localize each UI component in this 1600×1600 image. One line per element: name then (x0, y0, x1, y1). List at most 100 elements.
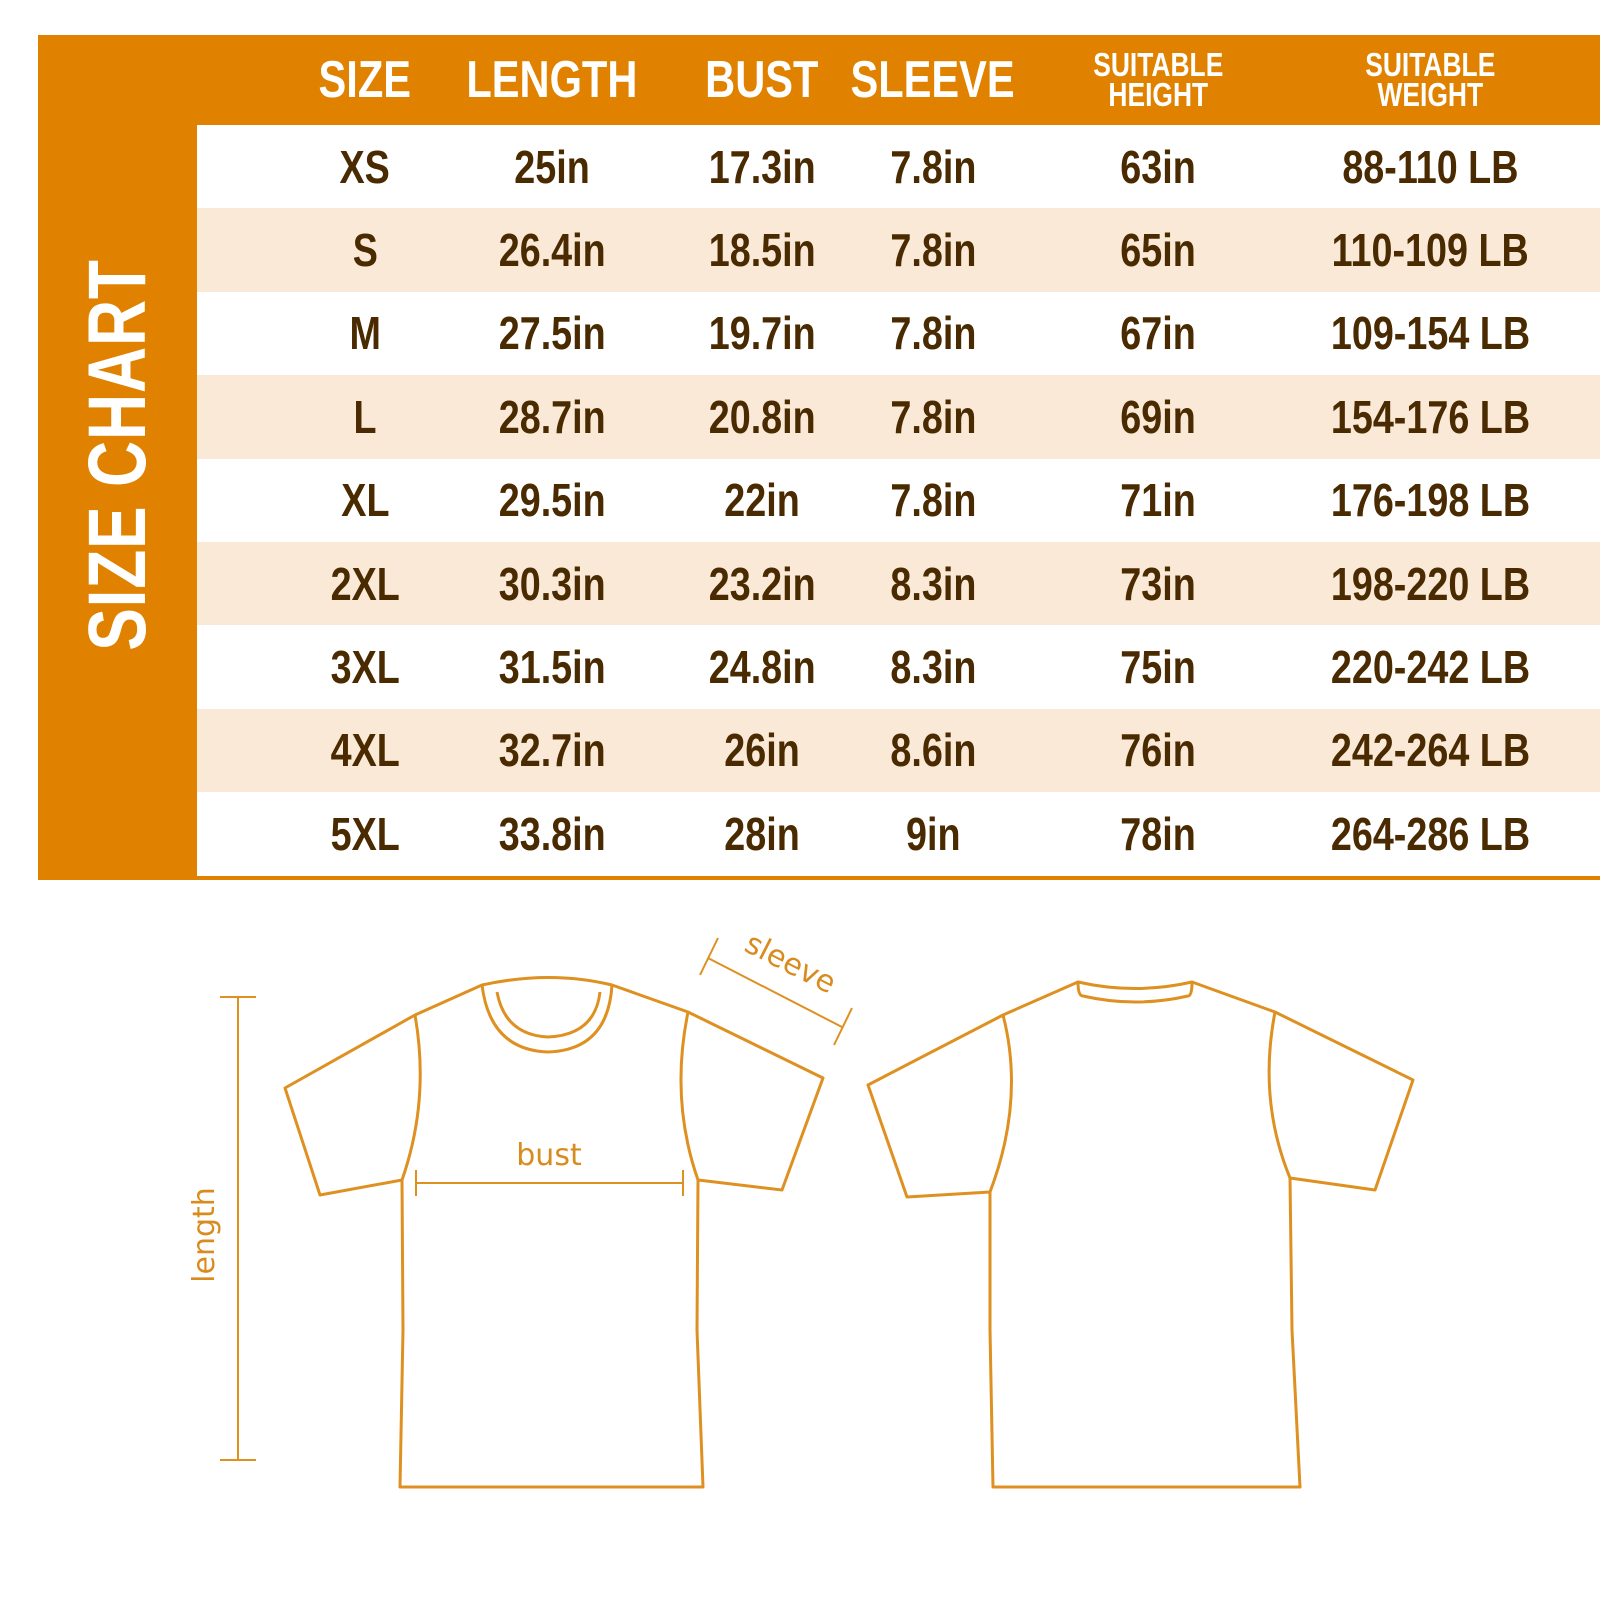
cell-value: 8.3in (890, 557, 976, 610)
cell-height: 69in (1028, 375, 1288, 458)
cell-size: 3XL (280, 625, 450, 708)
cell-value: 220-242 LB (1330, 641, 1530, 694)
cell-weight: 154-176 LB (1280, 375, 1580, 458)
cell-sleeve: 7.8in (848, 125, 1018, 208)
cell-size: 5XL (280, 792, 450, 875)
cell-value: 63in (1120, 140, 1196, 193)
cell-value: 198-220 LB (1330, 557, 1530, 610)
table-row: 4XL 32.7in 26in 8.6in 76in 242-264 LB (197, 708, 1600, 793)
column-header-length: LENGTH (452, 35, 652, 125)
cell-value: 88-110 LB (1341, 140, 1519, 193)
cell-value: 109-154 LB (1330, 307, 1530, 360)
cell-length: 27.5in (452, 292, 652, 375)
cell-weight: 176-198 LB (1280, 459, 1580, 542)
cell-value: 30.3in (498, 557, 606, 610)
table-row: S 26.4in 18.5in 7.8in 65in 110-109 LB (197, 208, 1600, 292)
cell-value: 5XL (330, 807, 400, 860)
cell-bust: 22in (662, 459, 862, 542)
cell-value: 65in (1120, 224, 1196, 277)
measure-lines (220, 937, 853, 1461)
cell-height: 76in (1028, 709, 1288, 792)
cell-value: 22in (724, 474, 800, 527)
header-line: WEIGHT (1377, 76, 1483, 113)
cell-bust: 24.8in (662, 625, 862, 708)
header-line: SLEEVE (850, 51, 1016, 109)
table-row: L 28.7in 20.8in 7.8in 69in 154-176 LB (197, 375, 1600, 459)
cell-sleeve: 8.3in (848, 542, 1018, 625)
cell-weight: 220-242 LB (1280, 625, 1580, 708)
cell-bust: 23.2in (662, 542, 862, 625)
cell-length: 28.7in (452, 375, 652, 458)
cell-weight: 109-154 LB (1280, 292, 1580, 375)
cell-value: 7.8in (890, 224, 976, 277)
cell-weight: 198-220 LB (1280, 542, 1580, 625)
cell-value: 78in (1120, 807, 1196, 860)
back-tshirt (866, 980, 1415, 1489)
cell-value: 8.6in (890, 724, 976, 777)
size-chart-table: SIZE CHART SIZE LENGTH BUST SLEEVE SUITABLE H… (38, 35, 1600, 880)
cell-value: 73in (1120, 557, 1196, 610)
cell-value: S (352, 224, 378, 277)
cell-value: 76in (1120, 724, 1196, 777)
cell-size: 2XL (280, 542, 450, 625)
cell-value: 8.3in (890, 641, 976, 694)
cell-size: XS (280, 125, 450, 208)
cell-sleeve: 8.6in (848, 709, 1018, 792)
cell-bust: 28in (662, 792, 862, 875)
side-band: SIZE CHART (38, 35, 197, 880)
tshirt-diagram: bust sleeve length (187, 926, 1415, 1489)
cell-value: 18.5in (708, 224, 816, 277)
cell-bust: 18.5in (662, 208, 862, 291)
cell-value: 24.8in (708, 641, 816, 694)
cell-sleeve: 7.8in (848, 375, 1018, 458)
column-header-weight: SUITABLE WEIGHT (1280, 35, 1580, 125)
cell-value: 29.5in (498, 474, 606, 527)
cell-bust: 20.8in (662, 375, 862, 458)
cell-sleeve: 9in (848, 792, 1018, 875)
cell-value: 32.7in (498, 724, 606, 777)
chart-title: SIZE CHART (72, 259, 163, 651)
cell-sleeve: 7.8in (848, 292, 1018, 375)
cell-size: L (280, 375, 450, 458)
cell-weight: 264-286 LB (1280, 792, 1580, 875)
cell-value: 264-286 LB (1330, 807, 1530, 860)
cell-weight: 110-109 LB (1280, 208, 1580, 291)
cell-value: 3XL (330, 641, 400, 694)
cell-value: M (349, 307, 381, 360)
cell-value: 20.8in (708, 390, 816, 443)
cell-value: 242-264 LB (1330, 724, 1530, 777)
cell-value: 26.4in (498, 224, 606, 277)
cell-size: XL (280, 459, 450, 542)
cell-weight: 242-264 LB (1280, 709, 1580, 792)
cell-value: L (353, 390, 377, 443)
header-line: SUITABLE (1364, 46, 1496, 83)
cell-value: 28.7in (498, 390, 606, 443)
cell-value: 19.7in (708, 307, 816, 360)
cell-sleeve: 7.8in (848, 459, 1018, 542)
cell-sleeve: 7.8in (848, 208, 1018, 291)
header-line: LENGTH (466, 51, 638, 109)
cell-value: 7.8in (890, 390, 976, 443)
cell-size: M (280, 292, 450, 375)
cell-height: 63in (1028, 125, 1288, 208)
cell-length: 29.5in (452, 459, 652, 542)
length-label: length (187, 1187, 222, 1283)
cell-bust: 19.7in (662, 292, 862, 375)
cell-value: 176-198 LB (1330, 474, 1530, 527)
cell-sleeve: 8.3in (848, 625, 1018, 708)
cell-value: 23.2in (708, 557, 816, 610)
cell-value: XS (339, 140, 391, 193)
table-body: XS 25in 17.3in 7.8in 63in 88-110 LB S 26.4in 18.… (197, 125, 1600, 876)
column-header-sleeve: SLEEVE (848, 35, 1018, 125)
cell-length: 25in (452, 125, 652, 208)
cell-length: 32.7in (452, 709, 652, 792)
cell-value: 7.8in (890, 140, 976, 193)
cell-bust: 17.3in (662, 125, 862, 208)
cell-value: 27.5in (498, 307, 606, 360)
column-header-bust: BUST (662, 35, 862, 125)
cell-length: 31.5in (452, 625, 652, 708)
cell-value: 75in (1120, 641, 1196, 694)
cell-value: 26in (724, 724, 800, 777)
cell-size: 4XL (280, 709, 450, 792)
cell-value: XL (340, 474, 390, 527)
